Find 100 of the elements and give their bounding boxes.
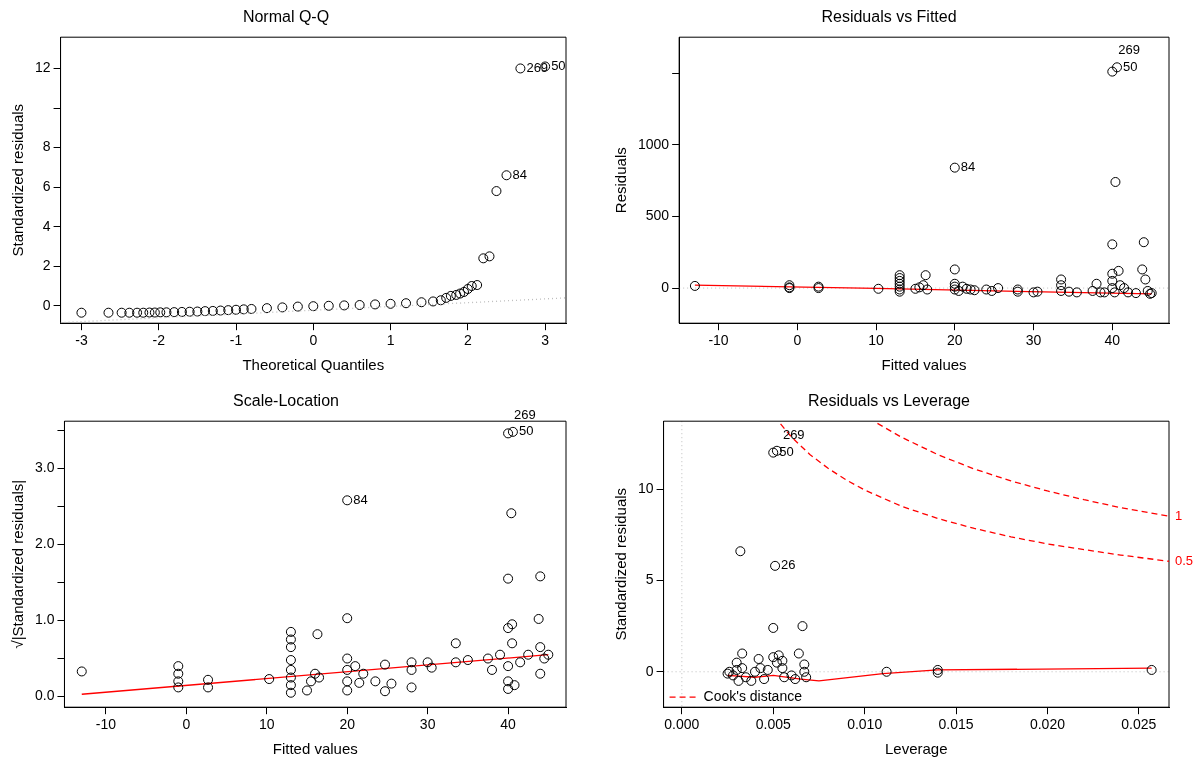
annotation: 50 <box>518 423 534 439</box>
point <box>103 307 114 318</box>
point <box>292 301 303 312</box>
x-axis-title: Leverage <box>885 740 948 758</box>
point <box>192 306 203 317</box>
point <box>799 666 810 677</box>
chart-title: Scale-Location <box>233 392 339 410</box>
point <box>753 653 764 664</box>
x-axis-title: Fitted values <box>881 356 967 374</box>
point <box>207 305 218 316</box>
point <box>435 295 446 306</box>
point <box>441 292 452 303</box>
y-axis-title: Standardized residuals <box>612 487 630 641</box>
line-series <box>779 423 1169 562</box>
point <box>428 296 439 307</box>
chart-title: Residuals vs Fitted <box>821 8 957 26</box>
annotation: 50 <box>551 58 566 74</box>
x-tick-label: 0 <box>182 716 191 733</box>
point <box>261 303 272 314</box>
annotation: 26 <box>781 557 796 573</box>
x-tick-label: -10 <box>708 332 729 349</box>
point <box>731 664 742 675</box>
x-tick-label: 40 <box>1104 332 1121 349</box>
point <box>749 666 760 677</box>
y-tick-label: 12 <box>34 59 51 76</box>
x-tick-label: 0 <box>793 332 802 349</box>
x-tick-label: 0.025 <box>1121 716 1157 733</box>
point <box>472 280 483 291</box>
point <box>501 170 512 181</box>
point <box>76 307 87 318</box>
point <box>200 306 211 317</box>
point <box>231 304 241 315</box>
x-tick-label: -1 <box>229 332 243 349</box>
point <box>308 301 319 312</box>
y-tick-label: 1.0 <box>34 611 55 628</box>
y-tick-label: 8 <box>42 138 51 155</box>
point <box>116 307 127 318</box>
point <box>385 298 396 309</box>
x-tick-label: 40 <box>500 716 517 733</box>
point <box>801 672 812 683</box>
point <box>215 305 226 316</box>
annotation: 84 <box>512 166 527 182</box>
x-tick-label: 10 <box>258 716 275 733</box>
point <box>238 304 249 315</box>
point <box>777 655 788 666</box>
point <box>773 650 784 661</box>
point <box>762 664 773 675</box>
point <box>401 298 412 309</box>
point <box>484 251 495 262</box>
point <box>779 672 790 683</box>
point <box>223 305 234 316</box>
x-tick-label: 0.015 <box>938 716 974 733</box>
x-axis-title: Fitted values <box>272 740 358 758</box>
x-tick-label: 3 <box>541 332 550 349</box>
point <box>161 307 172 318</box>
point <box>881 666 892 677</box>
point <box>515 63 526 74</box>
y-tick-label: 6 <box>42 177 51 194</box>
point <box>737 648 748 659</box>
x-tick-label: 2 <box>463 332 472 349</box>
line-series <box>876 422 1169 517</box>
point <box>176 306 187 317</box>
point <box>370 299 381 310</box>
point <box>462 283 473 294</box>
x-tick-label: -3 <box>75 332 88 349</box>
point <box>799 659 810 670</box>
y-tick-label: 0.0 <box>34 687 55 704</box>
x-tick-label: 1 <box>386 332 395 349</box>
point <box>740 672 751 683</box>
x-tick-label: 20 <box>947 332 963 349</box>
point <box>797 621 808 632</box>
annotation: 269 <box>782 427 805 443</box>
x-tick-label: 0.010 <box>847 716 883 733</box>
y-tick-label: 2.0 <box>34 535 55 552</box>
point <box>478 253 489 264</box>
y-tick-label: 5 <box>645 571 654 588</box>
x-tick-label: 30 <box>419 716 436 733</box>
point <box>132 307 143 318</box>
point <box>786 670 797 681</box>
point <box>149 307 160 318</box>
x-tick-label: -10 <box>95 716 117 733</box>
point <box>1146 664 1157 675</box>
y-tick-label: 0 <box>661 278 670 295</box>
point <box>184 306 195 317</box>
point <box>339 300 350 311</box>
point <box>768 622 779 633</box>
chart-title: Residuals vs Leverage <box>808 392 971 410</box>
x-tick-label: 0.020 <box>1029 716 1066 733</box>
annotation: 269 <box>526 60 549 76</box>
annotation: 84 <box>960 159 976 175</box>
annotation: 84 <box>353 491 368 507</box>
annotation: 50 <box>779 444 794 460</box>
point <box>731 657 742 668</box>
point <box>733 675 744 686</box>
x-tick-label: -2 <box>152 332 166 349</box>
y-tick-label: 3.0 <box>34 459 55 476</box>
point <box>124 307 135 318</box>
y-axis-title: √|Standardized residuals| <box>9 479 27 649</box>
y-tick-label: 0 <box>645 662 654 679</box>
y-tick-label: 2 <box>42 257 51 274</box>
